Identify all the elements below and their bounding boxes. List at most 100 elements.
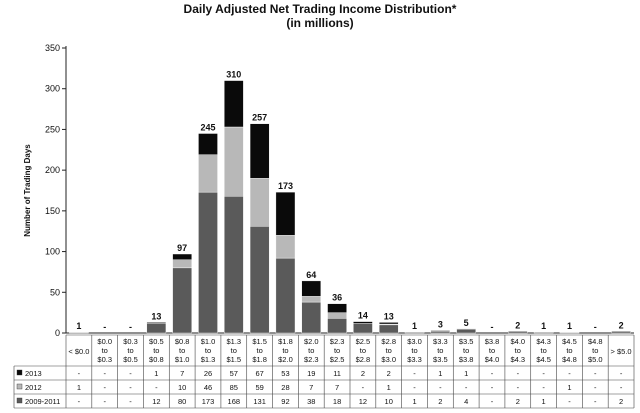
bar-total-label: 1: [412, 321, 417, 331]
category-label: to: [386, 346, 392, 355]
table-cell: -: [517, 383, 520, 392]
legend-label: 2013: [25, 369, 42, 378]
category-label: $2.0: [278, 355, 293, 364]
category-label: to: [257, 346, 263, 355]
category-labels: < $0.0$0.0to$0.3$0.3to$0.5$0.5to$0.8$0.8…: [68, 337, 631, 364]
table-cell: 10: [385, 397, 393, 406]
table-cell: -: [620, 383, 623, 392]
bar-segment: [301, 280, 322, 297]
legend-swatch: [16, 369, 23, 376]
bar-segment: [146, 323, 167, 334]
bar-segment: [301, 301, 322, 334]
bar-segment: [559, 331, 580, 334]
table-cell: 7: [335, 383, 339, 392]
table-cell: 2: [387, 369, 391, 378]
table-cell: -: [491, 369, 494, 378]
bar-total-label: 2: [515, 320, 520, 330]
bar-segment: [301, 296, 322, 303]
category-label: to: [566, 346, 572, 355]
category-label: $1.8: [252, 355, 267, 364]
y-axis-label: Number of Trading Days: [23, 144, 32, 237]
category-label: to: [205, 346, 211, 355]
table-cell: -: [78, 397, 81, 406]
bar-segment: [198, 133, 218, 155]
bar-segment: [249, 226, 270, 334]
table-cell: -: [594, 383, 597, 392]
table-cell: 59: [255, 383, 263, 392]
bar-segment: [533, 331, 554, 334]
bar-total-label: 64: [306, 270, 316, 280]
table-cell: 1: [412, 397, 416, 406]
bar-segment: [353, 323, 373, 334]
bar-segment: [430, 330, 451, 332]
category-label: $4.8: [562, 355, 577, 364]
y-tick-label: 100: [45, 247, 60, 257]
category-label: $2.3: [304, 355, 319, 364]
category-label: to: [127, 346, 133, 355]
table-cell: -: [129, 397, 132, 406]
table-cell: 19: [307, 369, 315, 378]
table-cell: 2: [438, 397, 442, 406]
bar-total-label: 13: [151, 311, 161, 321]
table-cell: 1: [77, 383, 81, 392]
table-cell: -: [491, 383, 494, 392]
category-label: $3.8: [459, 355, 474, 364]
bar-segment: [224, 126, 244, 197]
table-cell: -: [542, 383, 545, 392]
table-cell: 26: [204, 369, 212, 378]
table-cell: -: [439, 383, 442, 392]
table-cell: -: [620, 369, 623, 378]
bar-segment: [172, 253, 192, 260]
bar-segment: [275, 191, 296, 236]
category-label: to: [515, 346, 521, 355]
bar-total-label: 1: [567, 321, 572, 331]
table-cell: 4: [464, 397, 468, 406]
category-label: $1.3: [201, 355, 216, 364]
table-cell: 38: [307, 397, 315, 406]
table-cell: 57: [230, 369, 238, 378]
bar-segment: [224, 80, 244, 128]
table-cell: -: [491, 397, 494, 406]
table-cell: 1: [542, 397, 546, 406]
category-label: $4.0: [485, 355, 500, 364]
category-label: $4.3: [511, 355, 526, 364]
bar-segment: [275, 257, 296, 334]
table-cell: 2: [361, 369, 365, 378]
bar-total-label: 245: [200, 123, 215, 133]
table-cell: -: [129, 369, 132, 378]
table-cell: -: [594, 397, 597, 406]
bar-segment: [172, 259, 192, 269]
category-label: to: [179, 346, 185, 355]
legend-swatch: [16, 383, 23, 390]
table-cell: 18: [333, 397, 341, 406]
table-cell: -: [78, 369, 81, 378]
table-cell: 1: [567, 383, 571, 392]
table-cell: -: [465, 383, 468, 392]
category-label: $0.3: [97, 355, 112, 364]
y-tick-label: 0: [55, 328, 60, 338]
category-label: $3.5: [433, 355, 448, 364]
category-label: $2.5: [356, 337, 371, 346]
table-cell: 80: [178, 397, 186, 406]
legend-swatch: [16, 397, 23, 404]
category-label: to: [360, 346, 366, 355]
bar-total-label: 1: [541, 321, 546, 331]
category-label: $2.3: [330, 337, 345, 346]
table-cell: -: [594, 369, 597, 378]
category-label: $2.0: [304, 337, 319, 346]
table-cell: -: [568, 369, 571, 378]
bar-segment: [404, 331, 425, 334]
table-cell: -: [542, 369, 545, 378]
table-cell: 7: [180, 369, 184, 378]
table-cell: -: [517, 369, 520, 378]
bar-total-label: -: [594, 322, 597, 332]
table-cell: 12: [152, 397, 160, 406]
category-label: to: [231, 346, 237, 355]
bar-segment: [249, 178, 270, 227]
table-cell: 11: [333, 369, 341, 378]
bar-total-label: 173: [278, 181, 293, 191]
table-cell: -: [103, 369, 106, 378]
category-label: < $0.0: [68, 347, 89, 356]
